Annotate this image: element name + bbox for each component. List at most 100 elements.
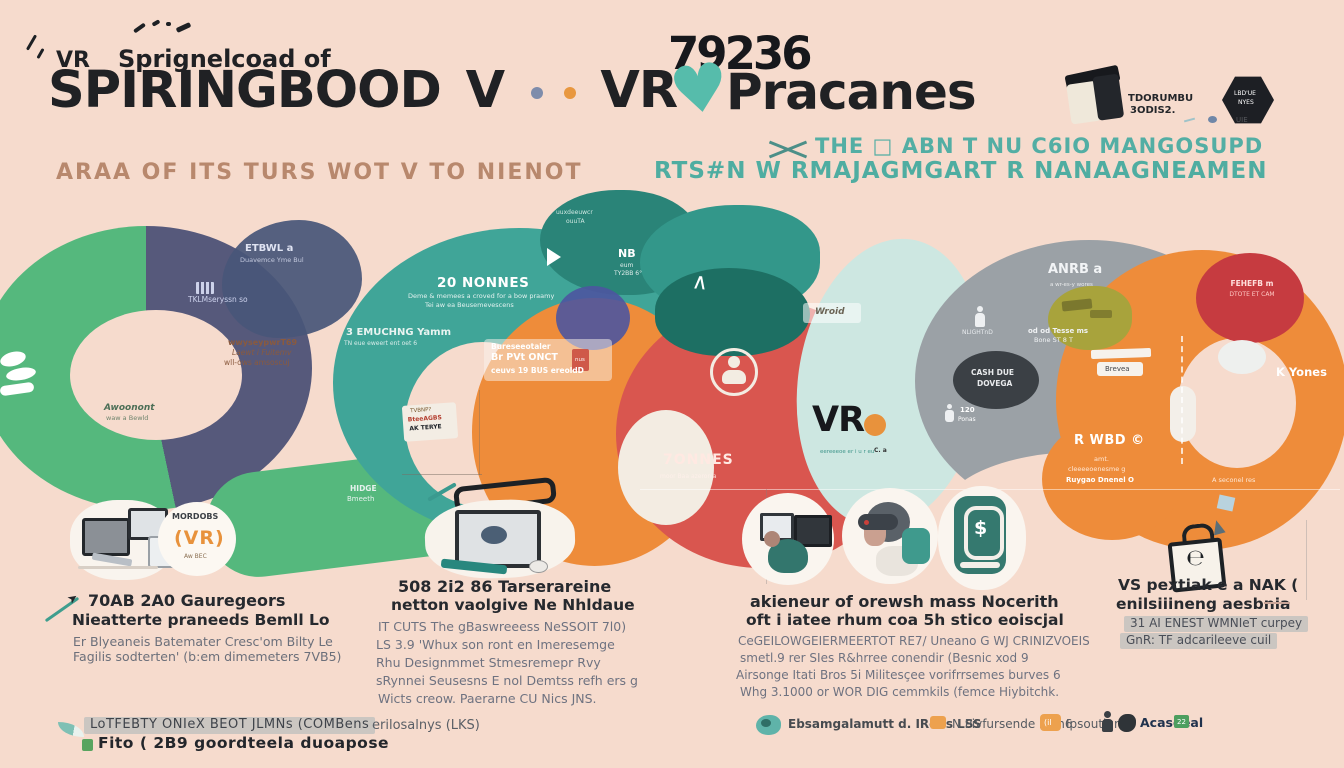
dark-ellipse-label: CASH DUE — [971, 368, 1015, 377]
gray-arch-note: NLIGHTnD — [962, 329, 993, 336]
person-icon — [710, 348, 758, 396]
nb-blob-sublabel: eum — [620, 262, 634, 269]
orange-blob-shape — [1042, 418, 1182, 540]
legend-orange-badge-icon: (il — [1040, 714, 1061, 731]
vr-badge: MORDOBS (VR) Aw BEC — [158, 502, 236, 576]
mint-sublabel: eereeeoe er i u r eu — [820, 449, 875, 455]
block4-highlight: 31 AI ENEST WMNIeT curpey — [1124, 616, 1309, 632]
side-note-line: wwyseypwrT69 — [228, 338, 298, 347]
block2-body: IT CUTS The gBaswreeess NeSSOIT 7l0) — [378, 619, 627, 634]
coin — [0, 381, 35, 397]
block4-highlight: GnR: TF adcarileeve cuil — [1120, 633, 1278, 649]
sketch-mark — [1090, 310, 1112, 318]
hairline — [479, 390, 480, 475]
block1-heading: 70AB 2A0 Gauregeors — [88, 591, 286, 610]
red-ring-hole — [618, 410, 714, 525]
orange-ring-line: Ruygao Dnenel O — [1066, 476, 1134, 484]
cube-icon — [1064, 64, 1126, 125]
corner-stroke-icon — [36, 47, 45, 60]
headset-light — [864, 520, 869, 525]
tick-mark-icon — [166, 22, 171, 26]
mouse — [529, 560, 548, 573]
kicker-vr: VR — [56, 48, 90, 73]
legend-person-head — [1104, 711, 1111, 718]
orange-ring-line: amt. — [1094, 455, 1109, 463]
red-circle-shape — [1196, 253, 1304, 343]
gray-arch-title: ANRB a — [1048, 262, 1103, 277]
person-head — [728, 356, 740, 368]
kicker: Sprignelcoad of — [118, 45, 331, 73]
olive-blob-shape — [1048, 286, 1132, 350]
dashed-line — [1181, 336, 1183, 464]
bag-glyph: ℮ — [1186, 546, 1205, 571]
chair — [902, 528, 930, 564]
orange-ring-yones: K Yones — [1276, 365, 1327, 379]
brand-title: Pracanes — [726, 63, 977, 121]
bar-tag: Brevea — [1097, 362, 1143, 376]
desk-circle-icon — [742, 493, 834, 585]
block1-body: Fagilis sodterten' (b:em dimemeters 7VB5… — [73, 649, 342, 664]
cube-caption: TDORUMBU — [1128, 93, 1194, 104]
green-arc-sublabel: waw a Bewld — [106, 414, 149, 422]
legend-person-icon — [1100, 711, 1115, 732]
orange-tag-line: TVBNP? — [409, 406, 432, 415]
legend-teal-inner — [761, 719, 771, 727]
teal-top-blob-label: uuxdeeuwcr — [556, 209, 593, 216]
monitor-brain-icon — [423, 497, 577, 581]
teal-left-label: 3 EMUCHNG Yamm — [346, 327, 452, 338]
red-circle-label: FEHEFB m — [1230, 279, 1274, 288]
tick-mark-icon — [151, 19, 161, 27]
left-ring-hole — [70, 310, 242, 440]
headset — [858, 514, 898, 530]
block2-body: Rhu Designmmet Stmesremepr Rvy — [376, 655, 601, 670]
mint-sublabel: C. a — [874, 447, 887, 454]
teal-top-blob-label: ouuTA — [566, 218, 585, 225]
legend-teal-icon — [756, 715, 781, 735]
legend-label: Acasdeal — [1140, 715, 1204, 730]
orange-ring-title: R WBD © — [1074, 433, 1145, 448]
card-line: ceuvs 19 BUS ereoldD — [491, 366, 584, 375]
gray-arch-stat: Ponas — [958, 416, 976, 423]
coin — [5, 365, 37, 383]
person-head — [764, 531, 780, 547]
bar-tag-label: Brevea — [1105, 365, 1130, 373]
vr-badge-mid: (VR) — [174, 527, 225, 549]
orange-ring-line: cleeeeoenesme g — [1068, 465, 1126, 473]
person-body — [722, 370, 746, 384]
dark-ellipse-label: DOVEGA — [977, 379, 1013, 388]
leaf-icon — [58, 722, 84, 737]
purple-section-label: TKLMseryssn so — [188, 295, 248, 304]
cube-right — [1092, 73, 1125, 121]
hexagon-icon: LBD'UE NYES — [1222, 76, 1274, 124]
dollar-icon: $ — [974, 517, 988, 539]
mint-tag-label: Wroid — [815, 307, 845, 317]
figure-body — [945, 410, 954, 422]
teal-bottom-label: HIDGE — [350, 484, 377, 493]
dash-icon — [1183, 117, 1196, 123]
play-icon — [547, 248, 561, 266]
block2-heading: netton vaolgive Ne Nhldaue — [391, 596, 635, 614]
building-icon — [196, 282, 214, 294]
block3-body: Airsonge Itati Bros 5i Militesçee vorifr… — [736, 668, 1061, 682]
block4-heading: enilsiiineng aesbnia — [1116, 595, 1291, 613]
white-pill-shape — [1170, 386, 1196, 442]
nb-blob-label: NB — [618, 247, 636, 260]
coin — [0, 348, 28, 370]
footer-highlight: LoTFEBTY ONIeX BEOT JLMNs (COMBens — [84, 717, 376, 734]
teal-left-sublabel: TN eue eweert ent oet 6 — [344, 340, 418, 347]
footer-bold: Fito ( 2B9 goordteela duoapose — [98, 734, 390, 752]
gray-arch-note: od od Tesse ms — [1028, 327, 1089, 335]
cube-caption: 3ODIS2. — [1130, 105, 1176, 116]
card-line: Br PVt ONCT — [491, 352, 558, 363]
nb-blob-sublabel: TY2BB 6° — [614, 270, 643, 277]
block4-heading: VS pextiak e a NAK ( — [1118, 576, 1299, 594]
card-line: Bureseeotaler — [491, 342, 551, 351]
orange-dot-icon — [864, 414, 886, 436]
mint-tag: Wroid — [803, 303, 861, 323]
subtitle: ARAA OF ITS TURS WOT V TO NIENOT — [56, 160, 583, 185]
footer-plain: erilosalnys (LKS) — [372, 718, 480, 733]
block2-body: Wicts creow. Paerarne CU Nics JNS. — [378, 691, 597, 706]
teal-ring-sub: Tei aw ea Beusemevescens — [425, 301, 514, 309]
hexagon-caption: UIE — [1236, 116, 1248, 124]
red-ring-label: 7ONNES — [663, 452, 734, 468]
